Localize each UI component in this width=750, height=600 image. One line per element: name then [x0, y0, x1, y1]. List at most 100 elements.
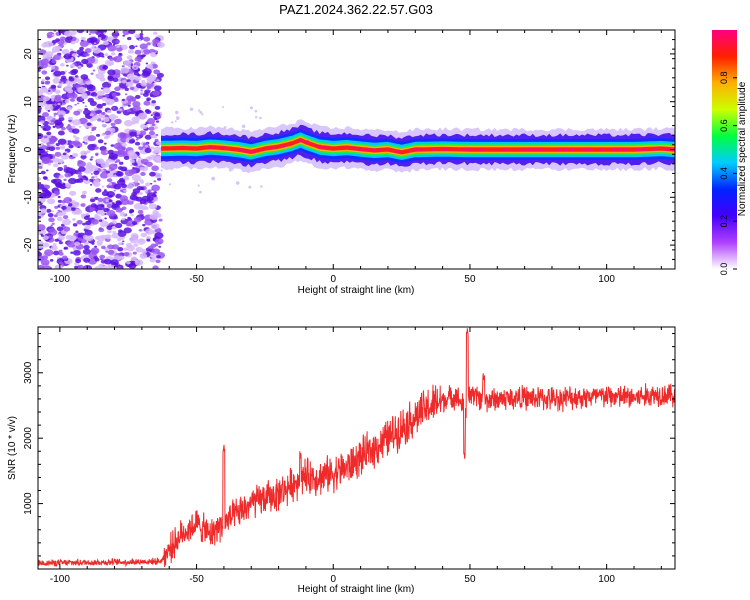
- noise-speck: [45, 169, 49, 172]
- noise-speck: [71, 68, 79, 74]
- noise-speck: [83, 142, 88, 145]
- noise-speck: [111, 92, 118, 97]
- noise-speck: [152, 90, 160, 96]
- noise-speck: [107, 172, 114, 178]
- noise-speck: [86, 57, 96, 64]
- noise-speck: [61, 48, 70, 55]
- noise-speck: [76, 30, 85, 34]
- noise-speck: [48, 146, 56, 152]
- noise-speck: [71, 125, 76, 129]
- noise-speck: [64, 151, 68, 154]
- noise-speck: [38, 165, 43, 169]
- noise-speck: [137, 183, 141, 185]
- noise-speck: [254, 109, 258, 113]
- noise-speck: [58, 241, 63, 245]
- noise-speck: [154, 112, 161, 117]
- noise-speck: [41, 145, 48, 150]
- snr-ytick-label: 3000: [23, 361, 34, 384]
- noise-speck: [51, 49, 56, 53]
- noise-speck: [63, 53, 72, 60]
- noise-speck: [197, 184, 200, 187]
- noise-speck: [72, 119, 81, 126]
- noise-speck: [86, 162, 92, 167]
- noise-speck: [82, 158, 85, 160]
- ridge-core: [419, 147, 424, 151]
- noise-speck: [71, 53, 78, 58]
- noise-speck: [101, 120, 105, 123]
- noise-speck: [49, 160, 54, 163]
- noise-speck: [82, 234, 90, 240]
- noise-speck: [110, 259, 119, 266]
- noise-speck: [115, 200, 122, 205]
- noise-speck: [131, 221, 138, 226]
- noise-speck: [135, 121, 139, 124]
- noise-speck: [53, 214, 58, 218]
- noise-speck: [103, 189, 107, 192]
- noise-speck: [90, 119, 94, 122]
- noise-speck: [101, 111, 106, 116]
- noise-speck: [42, 176, 48, 180]
- spectrogram-heatmap: [38, 30, 675, 269]
- noise-speck: [74, 136, 80, 141]
- noise-speck: [80, 154, 87, 160]
- noise-speck: [147, 189, 152, 193]
- noise-speck: [154, 238, 164, 245]
- noise-speck: [100, 149, 109, 156]
- noise-speck: [140, 91, 144, 94]
- noise-speck: [101, 81, 112, 89]
- noise-speck: [150, 114, 153, 117]
- ridge-core: [208, 145, 213, 149]
- noise-speck: [57, 233, 61, 236]
- noise-speck: [108, 113, 117, 120]
- noise-speck: [140, 180, 145, 184]
- noise-speck: [107, 249, 115, 255]
- noise-speck: [154, 232, 164, 239]
- noise-speck: [113, 35, 118, 39]
- noise-speck: [59, 56, 64, 60]
- noise-speck: [64, 172, 72, 178]
- noise-speck: [38, 100, 47, 107]
- noise-speck: [129, 86, 135, 91]
- noise-speck: [93, 175, 98, 178]
- noise-speck: [91, 242, 95, 245]
- noise-speck: [150, 223, 160, 230]
- noise-speck: [142, 68, 152, 75]
- noise-speck: [95, 74, 99, 77]
- noise-speck: [44, 40, 54, 48]
- noise-speck: [104, 53, 109, 57]
- noise-speck: [107, 229, 112, 234]
- noise-speck: [80, 203, 86, 207]
- noise-speck: [104, 217, 107, 220]
- noise-speck: [153, 180, 157, 183]
- noise-speck: [108, 199, 113, 203]
- noise-speck: [41, 156, 51, 163]
- noise-speck: [137, 209, 144, 214]
- noise-speck: [129, 131, 137, 137]
- noise-speck: [103, 32, 106, 34]
- ridge-core: [280, 144, 285, 148]
- noise-speck: [77, 237, 83, 242]
- noise-speck: [96, 235, 106, 242]
- spectrogram-ytick-label: 10: [23, 96, 34, 108]
- noise-speck: [106, 37, 111, 41]
- noise-speck: [61, 255, 68, 260]
- noise-speck: [129, 237, 139, 244]
- ridge-core: [635, 148, 640, 152]
- noise-speck: [53, 96, 62, 103]
- noise-speck: [79, 46, 84, 51]
- noise-speck: [80, 92, 88, 98]
- noise-speck: [48, 229, 53, 233]
- noise-speck: [91, 176, 95, 179]
- noise-speck: [68, 77, 75, 82]
- noise-speck: [38, 183, 45, 190]
- noise-speck: [114, 118, 122, 125]
- noise-speck: [90, 203, 97, 208]
- ridge-core: [617, 148, 622, 152]
- noise-speck: [47, 163, 51, 166]
- noise-speck: [129, 194, 138, 201]
- noise-speck: [73, 82, 77, 85]
- ridge-core: [304, 140, 309, 144]
- noise-speck: [77, 86, 87, 94]
- noise-speck: [88, 33, 92, 36]
- noise-speck: [61, 200, 66, 204]
